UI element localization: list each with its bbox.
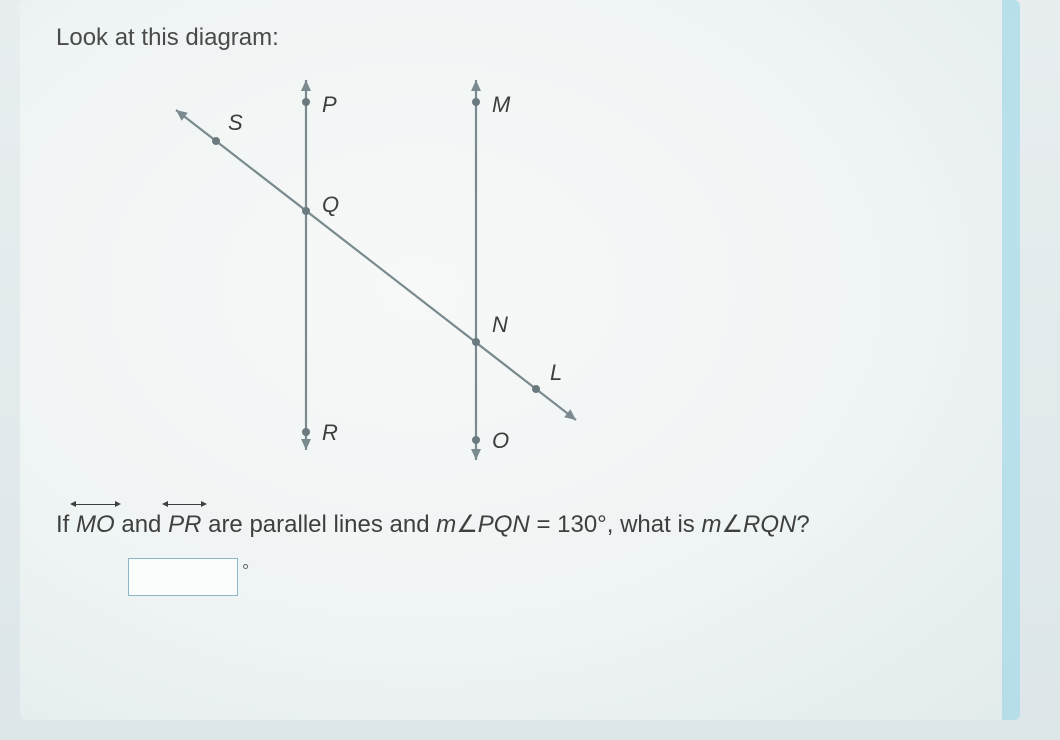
svg-text:P: P: [322, 92, 337, 117]
svg-text:S: S: [228, 110, 243, 135]
geometry-svg: P S Q M N L R O: [116, 60, 676, 480]
svg-text:Q: Q: [322, 192, 339, 217]
prompt-text: Look at this diagram:: [56, 24, 984, 52]
segment-mo: MO: [76, 502, 115, 544]
angle-icon: ∠: [456, 506, 478, 544]
angle1: PQN: [478, 511, 530, 538]
answer-row: °: [128, 558, 984, 596]
m2: m: [701, 511, 721, 538]
q-suffix1: are parallel lines and: [208, 511, 436, 538]
svg-text:L: L: [550, 360, 562, 385]
degree-unit: °: [242, 561, 249, 582]
svg-text:O: O: [492, 428, 509, 453]
q-eq: = 130°, what is: [536, 511, 701, 538]
svg-text:N: N: [492, 312, 508, 337]
question-text: If MO and PR are parallel lines and m∠PQ…: [56, 502, 984, 544]
page-accent: [1002, 0, 1020, 720]
m1: m: [436, 511, 456, 538]
svg-text:R: R: [322, 420, 338, 445]
diagram: P S Q M N L R O: [116, 60, 676, 480]
svg-text:M: M: [492, 92, 511, 117]
worksheet-page: Look at this diagram: P S Q M N L R O If MO and…: [20, 0, 1020, 720]
angle-icon-2: ∠: [721, 506, 743, 544]
segment-pr: PR: [168, 502, 201, 544]
q-mid: and: [121, 511, 168, 538]
q-prefix: If: [56, 511, 76, 538]
answer-input[interactable]: [128, 558, 238, 596]
angle2: RQN: [743, 511, 796, 538]
q-tail: ?: [796, 511, 809, 538]
